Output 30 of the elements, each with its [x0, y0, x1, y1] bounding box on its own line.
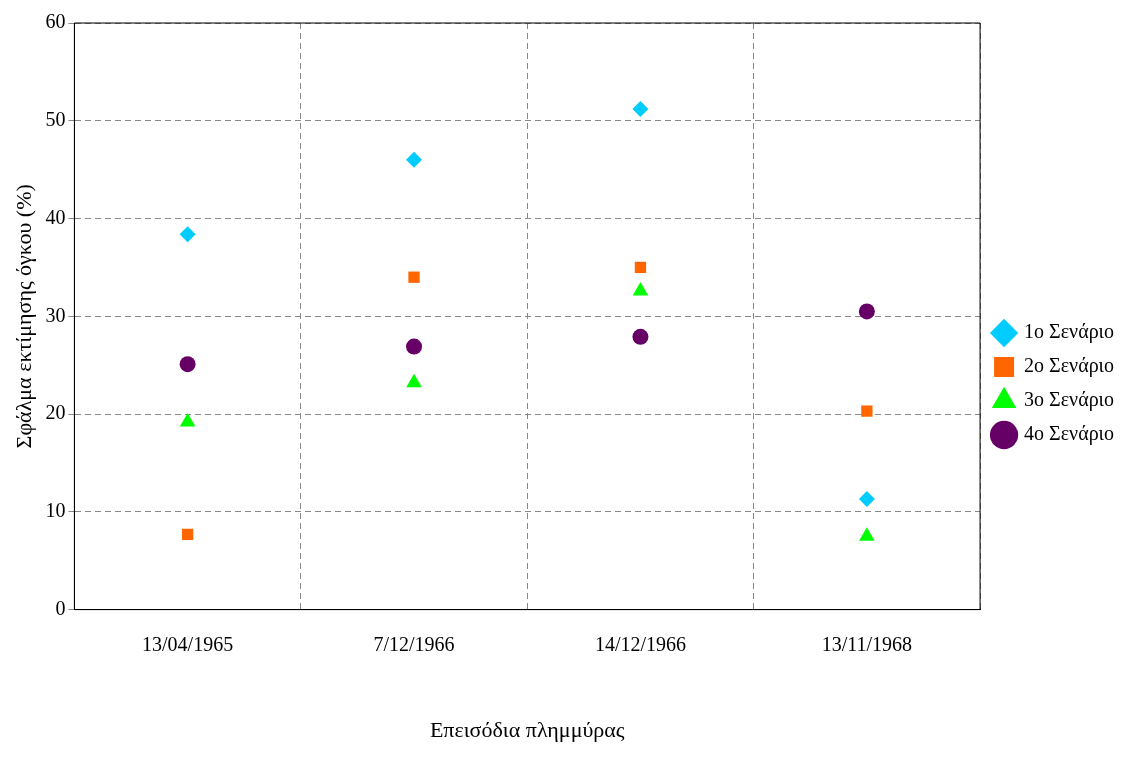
point [858, 303, 875, 320]
point [859, 527, 875, 541]
x-tick-label: 13/11/1968 [821, 632, 913, 655]
legend-label: 2ο Σενάριο [1024, 354, 1114, 378]
point [408, 271, 420, 283]
point [406, 338, 423, 355]
y-tick-label: 60 [45, 10, 66, 33]
point [181, 528, 194, 540]
x-tick-label: 7/12/1966 [373, 632, 455, 655]
point [179, 356, 196, 373]
point [632, 328, 649, 345]
y-tick-label: 0 [55, 596, 66, 619]
y-tick-label: 30 [45, 303, 66, 326]
point [634, 261, 647, 274]
x-axis-title: Επεισόδια πλημμύρας [429, 716, 625, 742]
point [858, 491, 875, 508]
legend-label: 4ο Σενάριο [1024, 422, 1114, 446]
y-axis-title: Σφάλμα εκτίμησης όγκου (%) [10, 184, 36, 449]
x-tick-label: 14/12/1966 [594, 632, 687, 655]
y-tick-label: 40 [45, 205, 66, 228]
point [406, 151, 423, 168]
y-tick-label: 20 [45, 401, 66, 424]
point [861, 405, 873, 417]
point [179, 226, 196, 243]
x-tick-label: 13/04/1965 [142, 632, 234, 655]
point [632, 101, 649, 118]
y-tick-label: 50 [45, 108, 66, 131]
y-tick-label: 10 [45, 499, 66, 522]
legend-label: 1ο Σενάριο [1024, 320, 1114, 344]
legend-label: 3ο Σενάριο [1024, 388, 1114, 412]
